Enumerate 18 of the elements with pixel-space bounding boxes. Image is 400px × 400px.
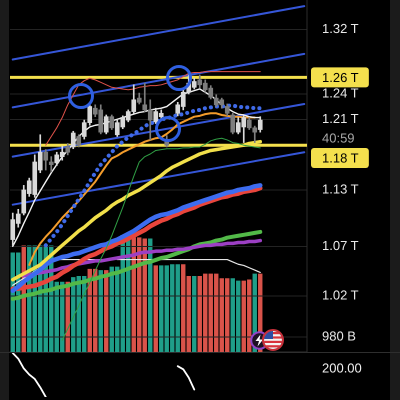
bar bbox=[148, 238, 152, 352]
line-series bbox=[44, 104, 262, 248]
bar bbox=[66, 282, 70, 352]
y-tick-label: 1.13 T bbox=[322, 182, 359, 197]
y-tick-label: 1.02 T bbox=[322, 287, 359, 302]
ref-line-label: 1.18 T bbox=[322, 150, 359, 166]
bar bbox=[154, 265, 158, 352]
y-tick-label: 980 B bbox=[322, 328, 356, 344]
y-tick-label: 1.21 T bbox=[322, 110, 359, 126]
y-tick-label: 1.32 T bbox=[322, 20, 359, 36]
text: 40:59 bbox=[322, 130, 355, 146]
ref-line-label: 1.26 T bbox=[322, 70, 359, 85]
y-tick-label: 1.07 T bbox=[322, 238, 359, 253]
bar bbox=[98, 270, 103, 352]
text: 200.00 bbox=[322, 360, 362, 376]
bar bbox=[192, 276, 196, 352]
bar bbox=[104, 270, 108, 352]
y-tick-label: 1.24 T bbox=[322, 86, 359, 101]
